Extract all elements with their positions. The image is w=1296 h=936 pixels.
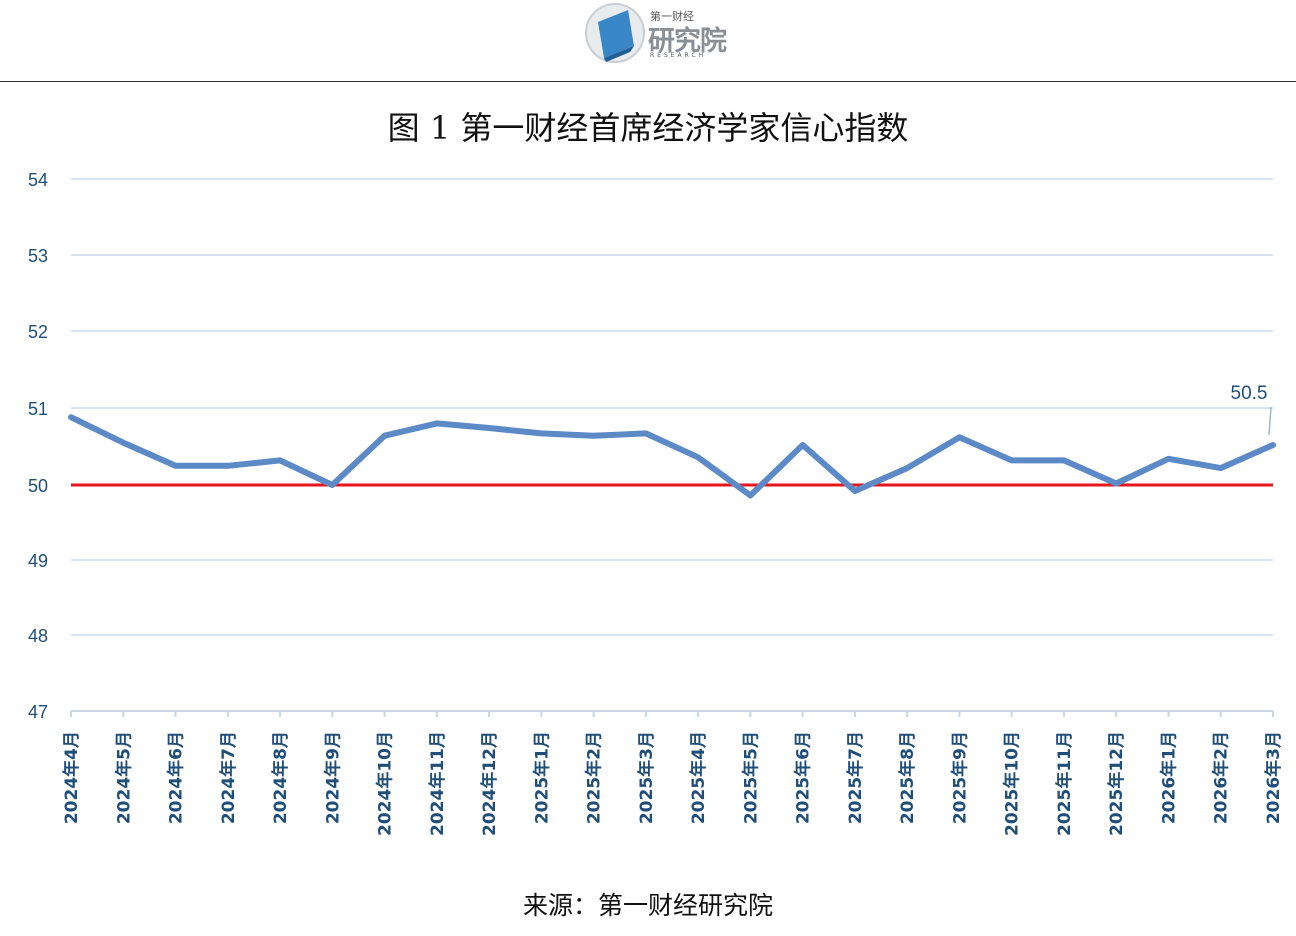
- x-tick-label: 2025年1月: [531, 731, 552, 824]
- x-tick-label: 2025年2月: [584, 731, 605, 824]
- x-tick-label: 2024年9月: [322, 731, 343, 824]
- y-tick-label: 49: [28, 551, 48, 571]
- data-label: 50.5: [1231, 383, 1268, 404]
- x-tick-label: 2024年10月: [375, 731, 396, 836]
- y-tick-label: 48: [28, 626, 48, 646]
- x-tick-label: 2026年2月: [1211, 731, 1232, 824]
- research-logo: 第一财经 研究院 RESEARCH: [584, 2, 734, 63]
- logo-sub-text: RESEARCH: [650, 52, 707, 59]
- chart-title: 图 1 第一财经首席经济学家信心指数: [387, 109, 909, 147]
- logo-mark-icon: [585, 3, 645, 63]
- logo-main-text: 研究院: [648, 26, 727, 57]
- x-tick-label: 2024年11月: [427, 731, 448, 836]
- x-tick-label: 2024年5月: [113, 731, 134, 824]
- source-note: 来源：第一财经研究院: [522, 891, 773, 920]
- x-tick-label: 2025年9月: [949, 731, 970, 824]
- logo-small-text: 第一财经: [650, 10, 694, 23]
- confidence-index-line: [68, 414, 1276, 499]
- x-tick-label: 2025年6月: [793, 731, 814, 824]
- y-tick-label: 54: [28, 170, 48, 190]
- x-tick-label: 2024年4月: [61, 731, 82, 824]
- x-tick-label: 2025年5月: [740, 731, 761, 824]
- y-tick-label: 53: [28, 246, 48, 266]
- x-tick-label: 2025年8月: [897, 731, 918, 824]
- y-tick-label: 52: [28, 322, 48, 342]
- x-tick-label: 2024年7月: [218, 731, 239, 824]
- x-tick-label: 2025年4月: [688, 731, 709, 824]
- x-tick-label: 2025年12月: [1106, 731, 1127, 836]
- data-label-leader: [1268, 406, 1272, 436]
- y-tick-label: 47: [28, 702, 48, 722]
- x-tick-label: 2024年8月: [270, 731, 291, 824]
- x-tick-label: 2026年3月: [1263, 731, 1284, 824]
- line-chart: 47 48 49 50 51 52 53 54 2024年4月 2024年5月 2024年6月 202…: [28, 170, 1284, 836]
- x-tick-label: 2025年3月: [636, 731, 657, 824]
- x-tick-label: 2026年1月: [1158, 731, 1179, 824]
- header-divider: [0, 81, 1296, 82]
- y-tick-label: 51: [28, 399, 48, 419]
- x-tick-label: 2025年10月: [1002, 731, 1023, 836]
- x-tick-label: 2025年11月: [1054, 731, 1075, 836]
- x-tick-label: 2025年7月: [845, 731, 866, 824]
- x-tick-label: 2024年6月: [166, 731, 187, 824]
- y-tick-label: 50: [28, 476, 48, 496]
- page-header: 第一财经 研究院 RESEARCH: [0, 0, 1296, 82]
- x-tick-label: 2024年12月: [479, 731, 500, 836]
